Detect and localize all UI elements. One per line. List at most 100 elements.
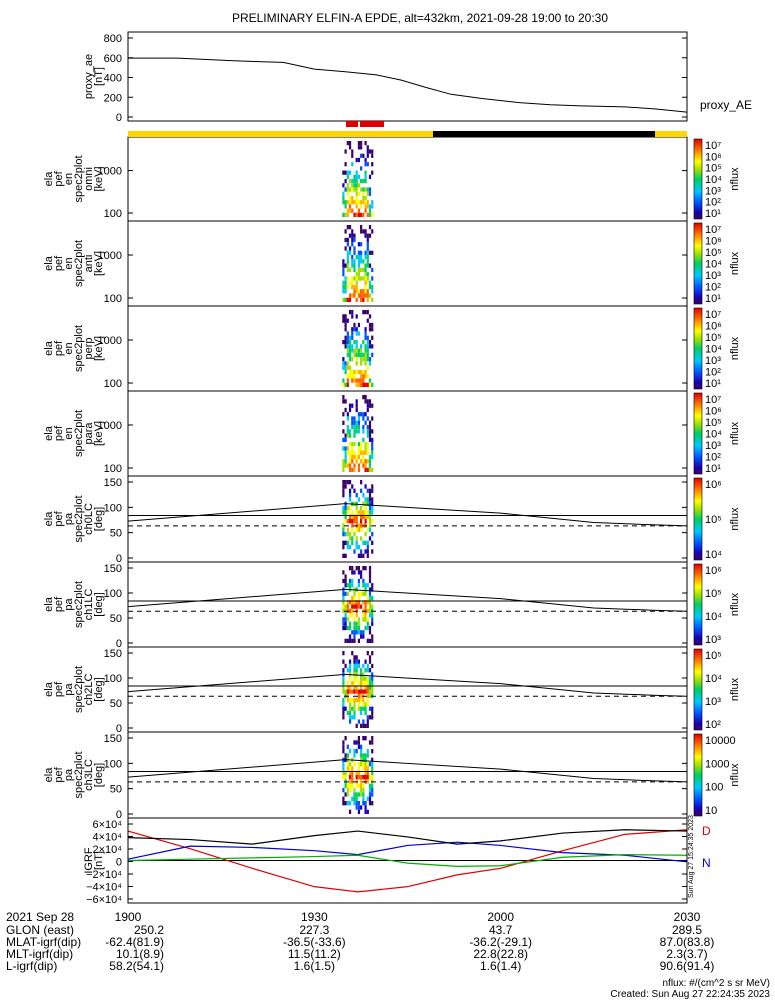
spectrogram-cell — [364, 399, 367, 404]
spectrogram-cell — [355, 369, 358, 375]
spectrogram-cell — [362, 702, 365, 707]
spectrogram-cell — [366, 293, 369, 298]
spectrogram-cell — [364, 344, 367, 349]
spectrogram-cell — [368, 361, 372, 366]
spectrogram-cell — [366, 600, 369, 605]
spectrogram-cell — [346, 801, 349, 806]
spectrogram-cell — [368, 775, 372, 780]
spectrogram-cell — [344, 149, 347, 154]
spectrogram-cell — [344, 407, 347, 413]
spectrogram-cell — [357, 378, 361, 383]
spectrogram-cell — [353, 187, 356, 192]
spectrogram-cell — [353, 570, 356, 575]
spectrogram-cell — [346, 527, 349, 532]
y-axis-label: pef — [53, 425, 65, 441]
spectrogram-cell — [360, 672, 363, 677]
spectrogram-cell — [353, 710, 356, 716]
spectrogram-cell — [351, 263, 354, 268]
spectrogram-cell — [348, 250, 352, 255]
colorbar-tick-label: 10⁶ — [705, 406, 722, 418]
spectrogram-cell — [368, 378, 372, 383]
spectrogram-cell — [357, 352, 361, 358]
spectrogram-cell — [344, 204, 347, 209]
spectrogram-cell — [362, 429, 365, 434]
spectrogram-cell — [344, 532, 347, 537]
y-axis-label: pa — [63, 512, 75, 525]
spectrogram-cell — [346, 510, 349, 515]
spectrogram-cell — [360, 204, 363, 209]
spectrogram-cell — [353, 591, 356, 596]
spectrogram-cell — [366, 467, 369, 472]
spectrogram-cell — [366, 638, 369, 643]
spectrogram-cell — [353, 339, 356, 345]
spectrogram-cell — [371, 770, 374, 775]
spectrogram-cell — [346, 591, 349, 596]
ephemeris-value: 58.2(54.1) — [109, 959, 164, 973]
spectrogram-cell — [366, 407, 369, 413]
y-axis-label: ela — [43, 596, 55, 612]
spectrogram-cell — [342, 493, 345, 498]
y-tick-label: 100 — [104, 293, 122, 305]
spectrogram-cell — [353, 463, 356, 468]
spectrogram-cell — [348, 689, 352, 694]
spectrogram-cell — [362, 578, 365, 584]
spectrogram-cell — [371, 289, 374, 294]
spectrogram-cell — [362, 753, 365, 758]
spectrogram-cell — [366, 212, 369, 217]
spectrogram-cell — [368, 788, 372, 793]
spectrogram-cell — [342, 267, 345, 273]
spectrogram-cell — [360, 382, 363, 387]
spectrogram-cell — [360, 153, 363, 158]
spectrogram-cell — [357, 208, 361, 213]
spectrogram-cell — [346, 170, 349, 175]
spectrogram-cell — [368, 638, 372, 643]
spectrogram-cell — [362, 792, 365, 797]
spectrogram-cell — [362, 267, 365, 273]
spectrogram-cell — [346, 344, 349, 349]
spectrogram-cell — [348, 668, 352, 673]
colorbar — [693, 222, 703, 305]
spectrogram-cell — [364, 549, 367, 554]
spectrogram-cell — [355, 276, 358, 281]
spectrogram-cell — [348, 208, 352, 213]
spectrogram-cell — [351, 523, 354, 528]
spectrogram-cell — [368, 429, 372, 434]
ephemeris-value: 11.5(11.2) — [288, 947, 341, 961]
spectrogram-cell — [362, 195, 365, 201]
spectrogram-cell — [342, 506, 345, 511]
spectrogram-cell — [364, 229, 367, 234]
y-axis-label: spec2plot — [73, 495, 85, 542]
spectrogram-cell — [351, 698, 354, 703]
spectrogram-cell — [364, 680, 367, 686]
spectrogram-cell — [357, 250, 361, 255]
spectrogram-cell — [342, 617, 345, 622]
spectrogram-cell — [342, 412, 345, 417]
spectrogram-cell — [348, 578, 352, 584]
x-tick-label: 2030 — [674, 910, 701, 924]
spectrogram-cell — [355, 459, 358, 464]
spectrogram-cell — [346, 710, 349, 716]
spectrogram-cell — [342, 399, 345, 404]
spectrogram-cell — [344, 638, 347, 643]
spectrogram-cell — [364, 484, 367, 489]
spectrogram-cell — [366, 621, 369, 626]
y-tick-label: 200 — [104, 92, 122, 104]
spectrogram-cell — [364, 510, 367, 515]
spectrogram-cell — [362, 493, 365, 498]
spectrogram-cell — [364, 200, 367, 205]
spectrogram-cell — [348, 809, 352, 814]
spectrogram-cell — [346, 668, 349, 673]
spectrogram-cell — [344, 613, 347, 618]
spectrogram-cell — [360, 574, 363, 579]
spectrogram-cell — [355, 361, 358, 366]
spectrogram-cell — [353, 706, 356, 711]
spectrogram-cell — [348, 365, 352, 370]
spectrogram-cell — [357, 702, 361, 707]
spectrogram-cell — [366, 514, 369, 519]
spectrogram-cell — [362, 680, 365, 686]
spectrogram-cell — [344, 399, 347, 404]
spectrogram-cell — [364, 775, 367, 780]
spectrogram-cell — [357, 272, 361, 277]
spectrogram-cell — [348, 702, 352, 707]
